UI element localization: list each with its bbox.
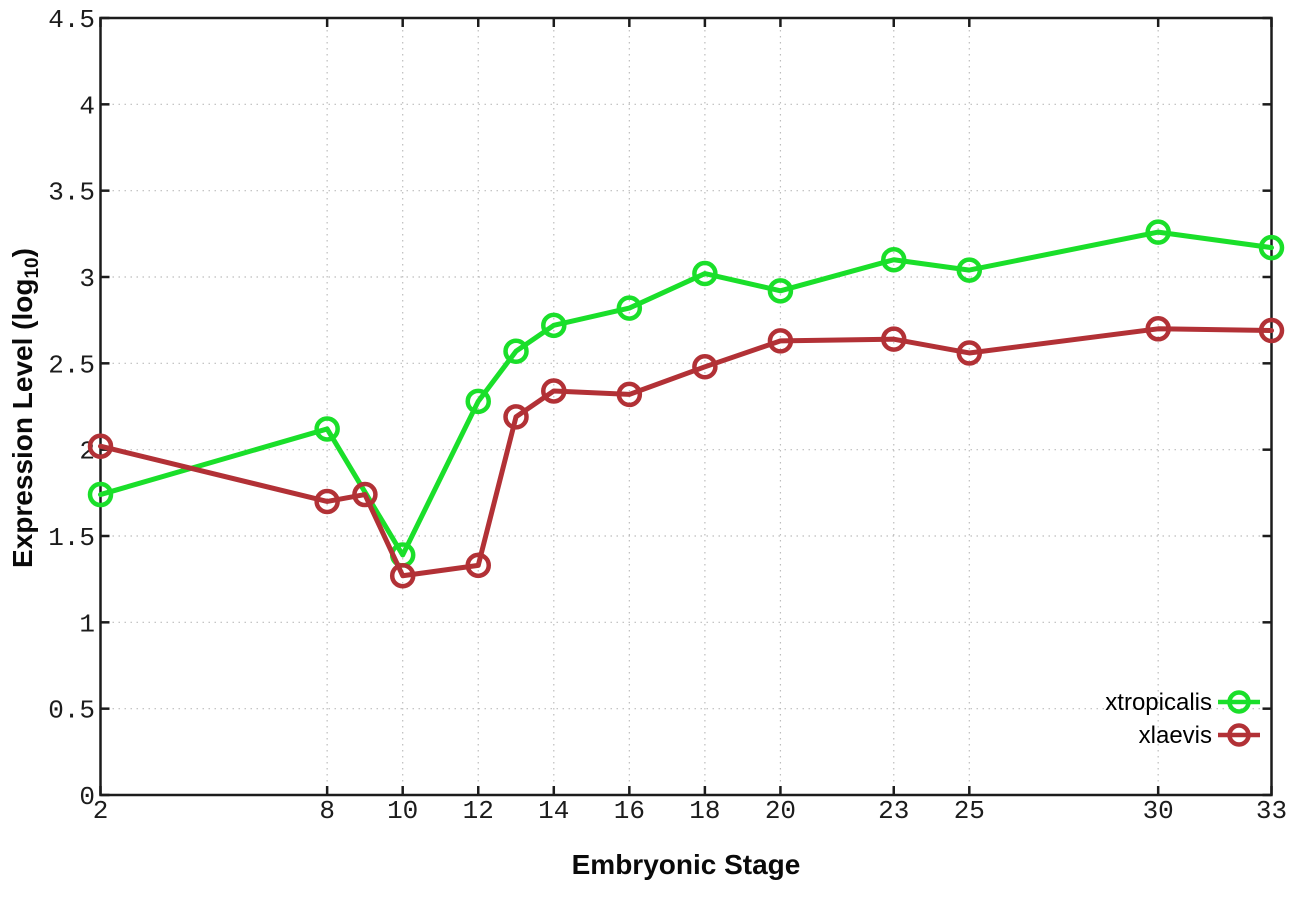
marker-xtropicalis-stage-25 bbox=[956, 257, 983, 283]
marker-xlaevis-stage-12 bbox=[465, 552, 491, 579]
y-tick-label-2.5: 2.5 bbox=[48, 350, 95, 380]
marker-xtropicalis-stage-16 bbox=[616, 295, 643, 321]
y-tick-label-0.5: 0.5 bbox=[48, 696, 95, 726]
x-tick-label-33: 33 bbox=[1256, 796, 1287, 826]
legend-label-xlaevis: xlaevis bbox=[1139, 722, 1212, 749]
x-tick-label-18: 18 bbox=[689, 796, 720, 826]
marker-xlaevis-stage-13 bbox=[503, 404, 529, 430]
marker-xlaevis-stage-14 bbox=[541, 378, 567, 404]
marker-xtropicalis-stage-20 bbox=[767, 278, 794, 304]
marker-xlaevis-stage-8 bbox=[314, 488, 340, 515]
series-line-xtropicalis bbox=[98, 229, 1274, 558]
marker-xtropicalis-stage-30 bbox=[1145, 219, 1171, 245]
marker-xlaevis-stage-16 bbox=[616, 381, 643, 408]
y-axis-title-subscript: 10 bbox=[22, 257, 43, 279]
marker-xtropicalis-stage-13 bbox=[503, 338, 529, 364]
marker-xtropicalis-stage-18 bbox=[692, 260, 718, 287]
x-tick-label-25: 25 bbox=[954, 796, 985, 826]
x-tick-label-10: 10 bbox=[387, 796, 418, 826]
marker-xlaevis-stage-33 bbox=[1258, 317, 1285, 344]
x-tick-label-23: 23 bbox=[878, 796, 909, 826]
marker-xlaevis-stage-18 bbox=[692, 354, 718, 380]
marker-xtropicalis-stage-12 bbox=[465, 388, 491, 415]
y-tick-label-0: 0 bbox=[79, 782, 95, 812]
marker-xlaevis-stage-10 bbox=[389, 562, 416, 589]
marker-xtropicalis-stage-14 bbox=[541, 312, 567, 339]
x-tick-label-2: 2 bbox=[93, 796, 109, 826]
y-tick-label-4: 4 bbox=[79, 91, 95, 121]
x-tick-label-16: 16 bbox=[614, 796, 645, 826]
marker-xlaevis-stage-9 bbox=[352, 481, 378, 508]
marker-xtropicalis-stage-23 bbox=[881, 246, 907, 273]
y-tick-label-4.5: 4.5 bbox=[48, 5, 95, 35]
x-tick-label-30: 30 bbox=[1143, 796, 1174, 826]
legend-label-xtropicalis: xtropicalis bbox=[1105, 689, 1212, 716]
legend-sample-marker-xtropicalis bbox=[1227, 690, 1251, 714]
y-axis-title-close: ) bbox=[7, 248, 38, 258]
y-tick-label-3: 3 bbox=[79, 264, 95, 294]
x-tick-label-20: 20 bbox=[765, 796, 796, 826]
marker-xlaevis-stage-23 bbox=[881, 326, 907, 352]
marker-xtropicalis-stage-2 bbox=[87, 481, 114, 508]
plot-border bbox=[99, 16, 1273, 797]
marker-xtropicalis-stage-8 bbox=[314, 416, 340, 442]
marker-xlaevis-stage-25 bbox=[956, 340, 983, 366]
marker-xtropicalis-stage-33 bbox=[1258, 234, 1285, 261]
x-tick-label-14: 14 bbox=[538, 796, 569, 826]
marker-xlaevis-stage-20 bbox=[767, 328, 794, 354]
y-tick-label-1.5: 1.5 bbox=[48, 523, 95, 553]
series-line-xlaevis bbox=[98, 326, 1274, 579]
y-axis-title-text: Expression Level (log bbox=[7, 278, 38, 568]
x-tick-label-8: 8 bbox=[319, 796, 335, 826]
marker-xlaevis-stage-30 bbox=[1145, 316, 1171, 342]
x-axis-title: Embryonic Stage bbox=[571, 849, 801, 880]
y-tick-label-3.5: 3.5 bbox=[48, 178, 95, 208]
marker-xlaevis-stage-2 bbox=[87, 433, 114, 459]
y-axis-title: Expression Level (log10) bbox=[6, 19, 44, 797]
y-tick-label-1: 1 bbox=[79, 609, 95, 639]
x-tick-label-12: 12 bbox=[463, 796, 494, 826]
legend-sample-marker-xlaevis bbox=[1227, 723, 1251, 747]
